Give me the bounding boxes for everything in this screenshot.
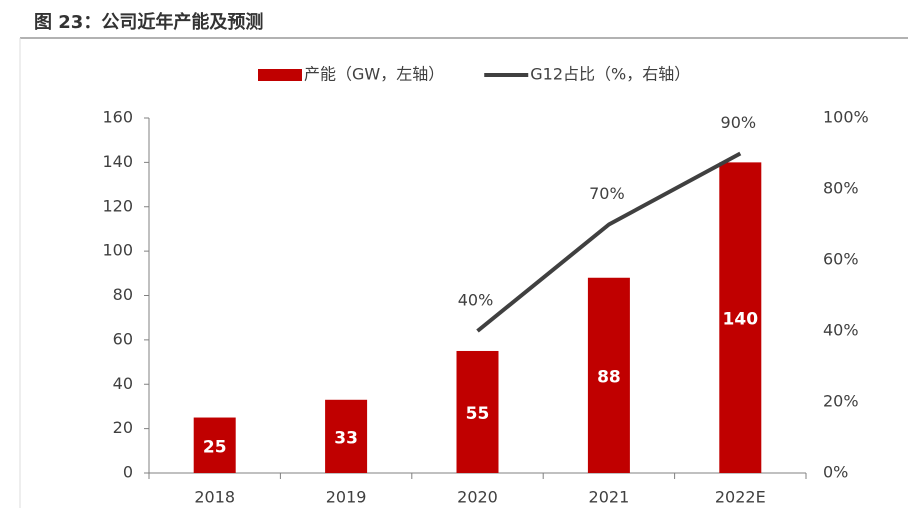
y2-tick-label: 80% xyxy=(823,179,859,198)
x-tick-label: 2018 xyxy=(194,488,235,507)
y-tick-label: 60 xyxy=(113,329,133,348)
bar xyxy=(456,350,499,473)
y-tick-label: 100 xyxy=(102,241,133,260)
y-tick-label: 120 xyxy=(102,196,133,215)
x-tick-label: 2021 xyxy=(589,488,630,507)
line-label: 90% xyxy=(721,113,757,132)
bar-label: 33 xyxy=(334,428,358,448)
bar xyxy=(193,417,236,473)
y-tick-label: 20 xyxy=(113,418,133,437)
y2-tick-label: 0% xyxy=(823,463,848,482)
y2-tick-label: 20% xyxy=(823,392,859,411)
y-tick-label: 80 xyxy=(113,285,133,304)
bar xyxy=(719,162,762,473)
bar-label: 88 xyxy=(597,367,621,387)
x-tick-label: 2020 xyxy=(457,488,498,507)
y-tick-label: 0 xyxy=(123,463,133,482)
bar-label: 25 xyxy=(203,437,227,457)
legend-label: G12占比（%，右轴） xyxy=(530,65,690,84)
y2-tick-label: 40% xyxy=(823,321,859,340)
legend-swatch xyxy=(258,69,302,81)
bar-label: 55 xyxy=(466,404,490,424)
bar xyxy=(325,399,368,473)
y-tick-label: 40 xyxy=(113,374,133,393)
y2-tick-label: 60% xyxy=(823,250,859,269)
y2-tick-label: 100% xyxy=(823,108,869,127)
x-tick-label: 2022E xyxy=(715,488,766,507)
y-tick-label: 160 xyxy=(102,108,133,127)
x-tick-label: 2019 xyxy=(326,488,367,507)
chart-title: 图 23：公司近年产能及预测 xyxy=(34,11,263,33)
bar xyxy=(587,277,630,473)
legend-label: 产能（GW，左轴） xyxy=(304,65,444,84)
line xyxy=(476,151,742,333)
line-label: 70% xyxy=(589,184,625,203)
y-tick-label: 140 xyxy=(102,152,133,171)
line-label: 40% xyxy=(458,291,494,310)
bar-label: 140 xyxy=(723,310,759,330)
